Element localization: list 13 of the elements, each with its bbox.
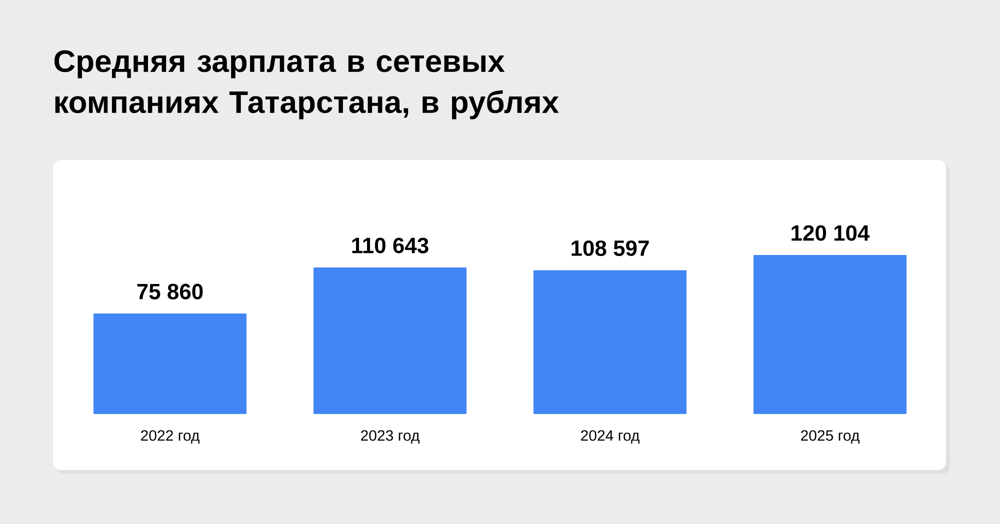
chart-title: Средняя зарплата в сетевых компаниях Татарстана, в рублях [54, 50, 559, 120]
x-tick-label: 2023 год [361, 430, 420, 444]
x-tick-label: 2024 год [581, 430, 640, 444]
data-label: 75 860 [137, 284, 203, 300]
bar [94, 314, 247, 414]
x-tick-label: 2022 год [141, 430, 200, 444]
bar [534, 270, 687, 414]
data-label: 110 643 [352, 238, 428, 254]
data-label: 120 104 [792, 225, 870, 241]
bar [314, 268, 467, 414]
x-tick-label: 2025 год [801, 430, 860, 444]
data-label: 108 597 [572, 240, 649, 256]
bar [754, 254, 907, 414]
